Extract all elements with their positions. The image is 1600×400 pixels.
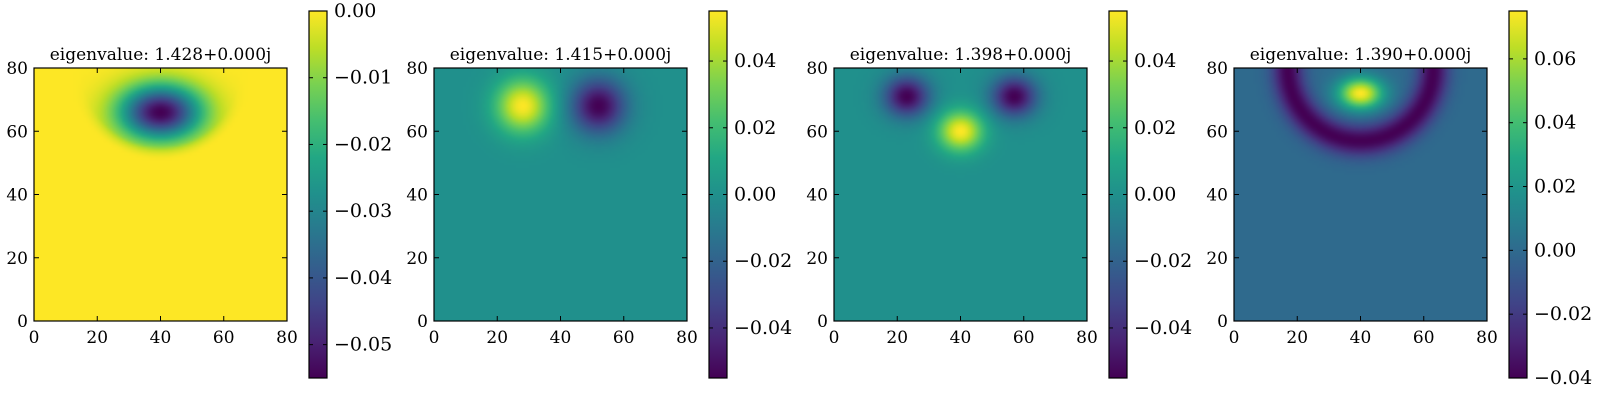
colorbar-tick-label: 0.02: [734, 117, 776, 139]
panel-2: eigenvalue: 1.415+0.000j 0 20 40 60 80 0 20 40 60…: [406, 10, 792, 379]
x-tick-label: 40: [1350, 328, 1372, 348]
x-tick-label: 60: [1013, 328, 1035, 348]
colorbar-tick-label: 0.00: [734, 184, 776, 206]
chart-title: eigenvalue: 1.428+0.000j: [50, 45, 272, 65]
x-tick-label: 0: [1229, 328, 1240, 348]
y-tick-label: 0: [417, 312, 428, 332]
y-tick-label: 60: [406, 122, 428, 142]
x-tick-label: 40: [550, 328, 572, 348]
x-tick-label: 40: [150, 328, 172, 348]
colorbar-tick-label: 0.04: [734, 50, 776, 72]
y-tick-label: 40: [406, 186, 428, 206]
panel-3: eigenvalue: 1.398+0.000j 0 20 40 60 80 0 20 40 60…: [806, 10, 1192, 379]
colorbar-tick-label: −0.04: [734, 317, 792, 339]
y-tick-label: 60: [1206, 122, 1228, 142]
heatmap-image: [34, 68, 287, 321]
x-tick-label: 80: [276, 328, 298, 348]
panel-4: eigenvalue: 1.390+0.000j 0 20 40 60 80 0 20 40 60…: [1206, 10, 1592, 389]
y-tick-label: 0: [1217, 312, 1228, 332]
y-tick-label: 20: [406, 249, 428, 269]
chart-title: eigenvalue: 1.390+0.000j: [1250, 45, 1472, 65]
y-tick-label: 20: [6, 249, 28, 269]
colorbar-tick-label: 0.02: [1534, 176, 1576, 198]
y-tick-label: 20: [1206, 249, 1228, 269]
x-tick-label: 20: [86, 328, 108, 348]
y-tick-label: 80: [806, 59, 828, 79]
colorbar-tick-label: 0.00: [1134, 184, 1176, 206]
x-tick-label: 60: [213, 328, 235, 348]
y-tick-label: 20: [806, 249, 828, 269]
x-tick-label: 60: [1413, 328, 1435, 348]
x-tick-label: 20: [886, 328, 908, 348]
y-tick-label: 60: [6, 122, 28, 142]
x-tick-label: 40: [950, 328, 972, 348]
colorbar-tick-label: −0.04: [1134, 317, 1192, 339]
y-tick-label: 40: [806, 186, 828, 206]
x-tick-label: 0: [829, 328, 840, 348]
y-tick-label: 40: [6, 186, 28, 206]
heatmap-image: [1234, 68, 1487, 321]
x-tick-label: 20: [1286, 328, 1308, 348]
colorbar-tick-label: −0.05: [334, 334, 392, 356]
colorbar-tick-label: −0.04: [1534, 367, 1592, 389]
x-tick-label: 0: [429, 328, 440, 348]
colorbar-tick-label: 0.04: [1534, 112, 1576, 134]
heatmap-image: [434, 68, 687, 321]
chart-title: eigenvalue: 1.415+0.000j: [450, 45, 672, 65]
y-tick-label: 0: [17, 312, 28, 332]
y-tick-label: 60: [806, 122, 828, 142]
y-tick-label: 80: [6, 59, 28, 79]
colorbar-tick-label: 0.04: [1134, 50, 1176, 72]
heatmap-image: [834, 68, 1087, 321]
x-tick-label: 80: [1476, 328, 1498, 348]
y-tick-label: 0: [817, 312, 828, 332]
colorbar-tick-label: −0.04: [334, 267, 392, 289]
y-tick-label: 80: [406, 59, 428, 79]
colorbar-tick-label: 0.00: [1534, 239, 1576, 261]
colorbar-tick-label: −0.02: [1534, 303, 1592, 325]
colorbar-tick-label: −0.02: [334, 133, 392, 155]
colorbar: [308, 10, 328, 379]
colorbar-tick-label: 0.06: [1534, 48, 1576, 70]
colorbar-tick-label: −0.02: [1134, 250, 1192, 272]
y-tick-label: 40: [1206, 186, 1228, 206]
x-tick-label: 80: [676, 328, 698, 348]
chart-title: eigenvalue: 1.398+0.000j: [850, 45, 1072, 65]
colorbar-tick-label: −0.01: [334, 67, 392, 89]
colorbar-tick-label: −0.03: [334, 200, 392, 222]
colorbar-tick-label: 0.02: [1134, 117, 1176, 139]
y-tick-label: 80: [1206, 59, 1228, 79]
x-tick-label: 60: [613, 328, 635, 348]
colorbar-tick-label: 0.00: [334, 0, 376, 22]
x-tick-label: 80: [1076, 328, 1098, 348]
panel-1: eigenvalue: 1.428+0.000j 0 20 40 60 80 0 20 40 60…: [6, 0, 392, 379]
colorbar-tick-label: −0.02: [734, 250, 792, 272]
x-tick-label: 0: [29, 328, 40, 348]
colorbar: [1508, 10, 1528, 379]
x-tick-label: 20: [486, 328, 508, 348]
